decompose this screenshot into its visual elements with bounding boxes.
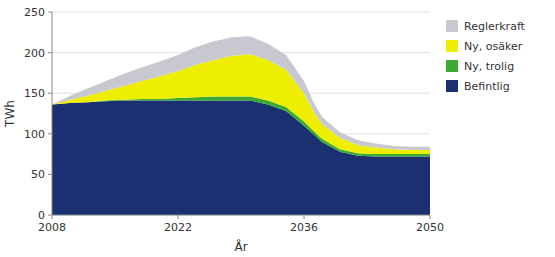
x-tick-label: 2008: [38, 221, 66, 234]
y-tick-label: 150: [24, 87, 45, 100]
area: [52, 54, 430, 154]
y-tick-label: 100: [24, 128, 45, 141]
y-tick: [48, 52, 52, 53]
x-axis-line: [52, 215, 430, 216]
y-tick-label: 250: [24, 6, 45, 19]
x-axis-label: År: [234, 239, 247, 254]
legend-label: Ny, osäker: [464, 40, 523, 53]
legend-label: Befintlig: [464, 80, 510, 93]
legend-swatch: [446, 80, 458, 92]
x-tick-label: 2050: [416, 221, 444, 234]
grid: [52, 12, 430, 215]
y-tick-label: 50: [31, 168, 45, 181]
y-tick: [48, 12, 52, 13]
x-tick-label: 2022: [164, 221, 192, 234]
axes: 0501001502002502008202220362050: [24, 6, 444, 234]
x-tick: [178, 215, 179, 219]
legend-label: Ny, trolig: [464, 60, 514, 73]
y-tick-label: 200: [24, 47, 45, 60]
grid-line: [52, 12, 430, 13]
area: [52, 101, 430, 215]
x-tick: [304, 215, 305, 219]
x-tick: [52, 215, 53, 219]
legend-swatch: [446, 40, 458, 52]
legend-label: Reglerkraft: [464, 20, 526, 33]
x-tick: [430, 215, 431, 219]
y-tick: [48, 174, 52, 175]
y-axis-label: TWh: [3, 100, 17, 128]
y-tick: [48, 215, 52, 216]
y-tick: [48, 133, 52, 134]
area: [52, 36, 430, 150]
areas: [52, 36, 430, 215]
legend-swatch: [446, 20, 458, 32]
chart-container: 0501001502002502008202220362050ÅrTWhRegl…: [0, 0, 555, 257]
chart-svg: 0501001502002502008202220362050ÅrTWhRegl…: [0, 0, 555, 257]
y-axis-line: [52, 12, 53, 215]
legend: Reglerkraft Ny, osäker Ny, trolig Befintlig: [446, 20, 526, 93]
x-tick-label: 2036: [290, 221, 318, 234]
legend-swatch: [446, 60, 458, 72]
grid-line: [52, 215, 430, 216]
y-tick: [48, 93, 52, 94]
